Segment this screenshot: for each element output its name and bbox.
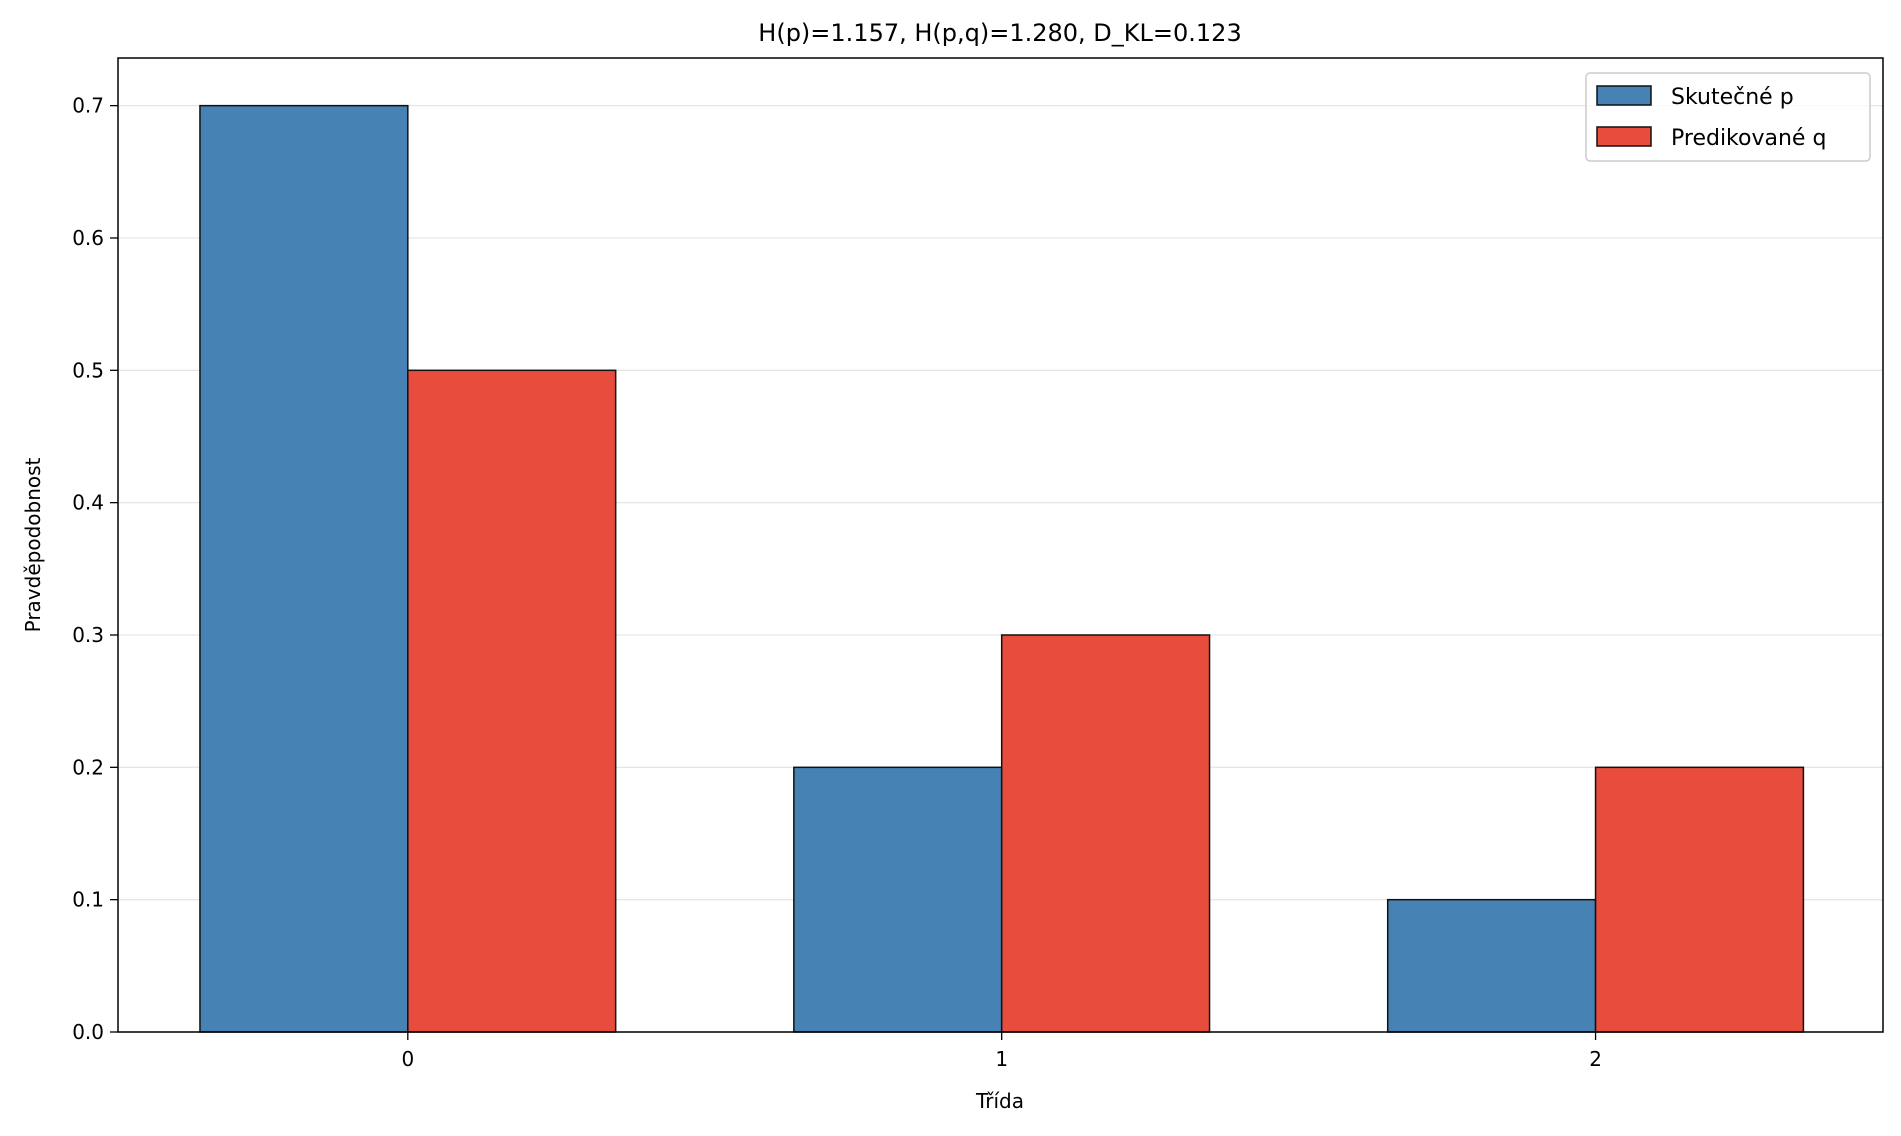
bars [199, 104, 1805, 1033]
chart-title: H(p)=1.157, H(p,q)=1.280, D_KL=0.123 [758, 19, 1241, 47]
y-tick-label: 0.1 [72, 888, 104, 912]
axes-frame [117, 57, 1884, 1033]
y-ticks: 0.0 0.1 0.2 0.3 0.4 0.5 0.6 0.7 [72, 94, 118, 1044]
bar-q-2 [1594, 766, 1805, 1033]
legend-swatch-p [1596, 85, 1652, 106]
x-ticks: 0 1 2 [401, 1032, 1602, 1071]
bar-q-0 [407, 369, 617, 1033]
legend-label-q: Predikované q [1671, 126, 1826, 151]
legend: Skutečné p Predikované q [1585, 72, 1871, 162]
bar-p-0 [199, 104, 409, 1033]
y-tick-label: 0.4 [72, 491, 104, 515]
x-tick-label: 0 [401, 1047, 414, 1071]
y-tick-label: 0.3 [72, 623, 104, 647]
bar-q-1 [1000, 634, 1211, 1033]
bar-p-1 [793, 766, 1003, 1033]
y-tick-label: 0.5 [72, 358, 104, 382]
bar-p-2 [1386, 898, 1597, 1033]
x-tick-label: 1 [995, 1047, 1008, 1071]
y-tick-label: 0.7 [72, 94, 104, 118]
y-tick-label: 0.0 [72, 1020, 104, 1044]
legend-label-p: Skutečné p [1671, 85, 1794, 110]
y-tick-label: 0.2 [72, 755, 104, 779]
legend-swatch-q [1596, 126, 1652, 147]
y-tick-label: 0.6 [72, 226, 104, 250]
y-axis-label: Pravděpodobnost [21, 457, 45, 632]
x-axis-label: Třída [975, 1089, 1024, 1113]
x-tick-label: 2 [1589, 1047, 1602, 1071]
legend-frame [1585, 72, 1871, 162]
